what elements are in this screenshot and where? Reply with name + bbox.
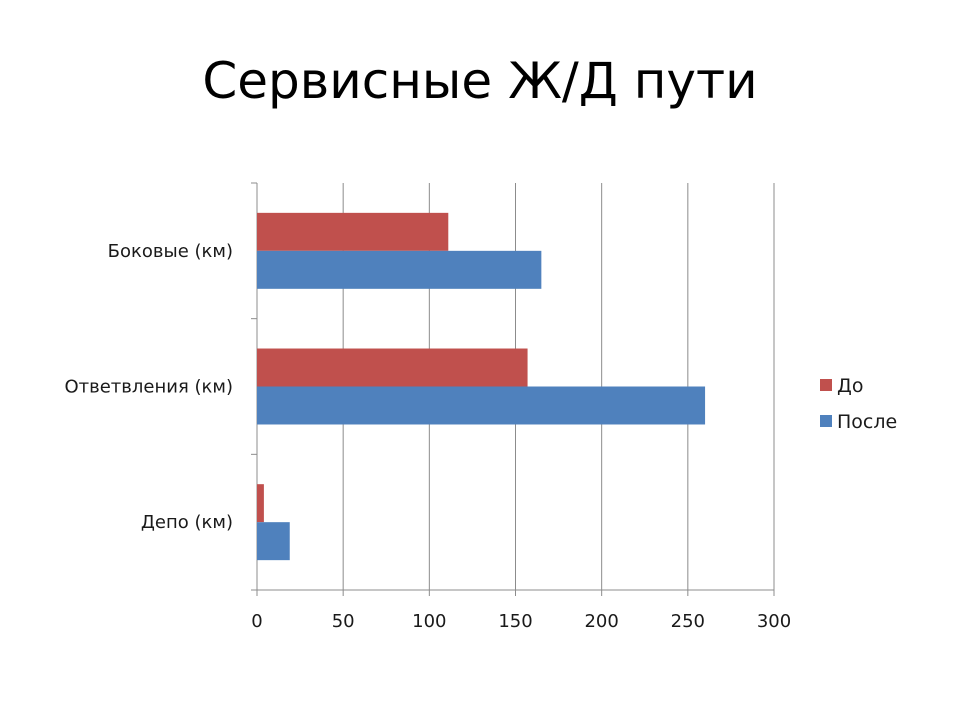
bar-before-0 xyxy=(257,212,449,251)
axis-labels: 0 50 100 150 200 250 300 Боковые (км) Ответвлени… xyxy=(64,241,791,632)
legend-swatch xyxy=(820,379,832,391)
bar-before-1 xyxy=(257,348,528,387)
legend: До После xyxy=(820,375,897,433)
bars xyxy=(257,212,706,561)
x-tick-label: 100 xyxy=(412,611,446,632)
x-tick-label: 50 xyxy=(332,611,355,632)
legend-label: До xyxy=(837,375,863,397)
x-tick-label: 200 xyxy=(584,611,618,632)
legend-label: После xyxy=(837,411,897,433)
category-label: Депо (км) xyxy=(141,512,233,533)
legend-swatch xyxy=(820,415,832,427)
x-tick-label: 150 xyxy=(498,611,532,632)
category-label: Боковые (км) xyxy=(108,241,233,262)
page-title: Сервисные Ж/Д пути xyxy=(202,52,758,110)
x-tick-label: 300 xyxy=(757,611,791,632)
category-label: Ответвления (км) xyxy=(64,377,233,398)
bar-after-0 xyxy=(257,250,542,289)
x-tick-label: 250 xyxy=(671,611,705,632)
bar-after-2 xyxy=(257,522,290,561)
bar-after-1 xyxy=(257,386,706,425)
bar-before-2 xyxy=(257,484,264,523)
x-tick-label: 0 xyxy=(251,611,262,632)
